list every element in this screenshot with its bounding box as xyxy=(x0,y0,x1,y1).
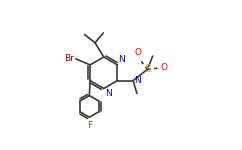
Text: N: N xyxy=(134,76,141,85)
Text: O: O xyxy=(135,48,142,57)
Text: S: S xyxy=(144,64,151,74)
Text: O: O xyxy=(161,63,168,72)
Text: N: N xyxy=(105,89,112,98)
Text: N: N xyxy=(118,55,125,64)
Text: Br: Br xyxy=(64,54,74,63)
Text: F: F xyxy=(87,121,92,129)
